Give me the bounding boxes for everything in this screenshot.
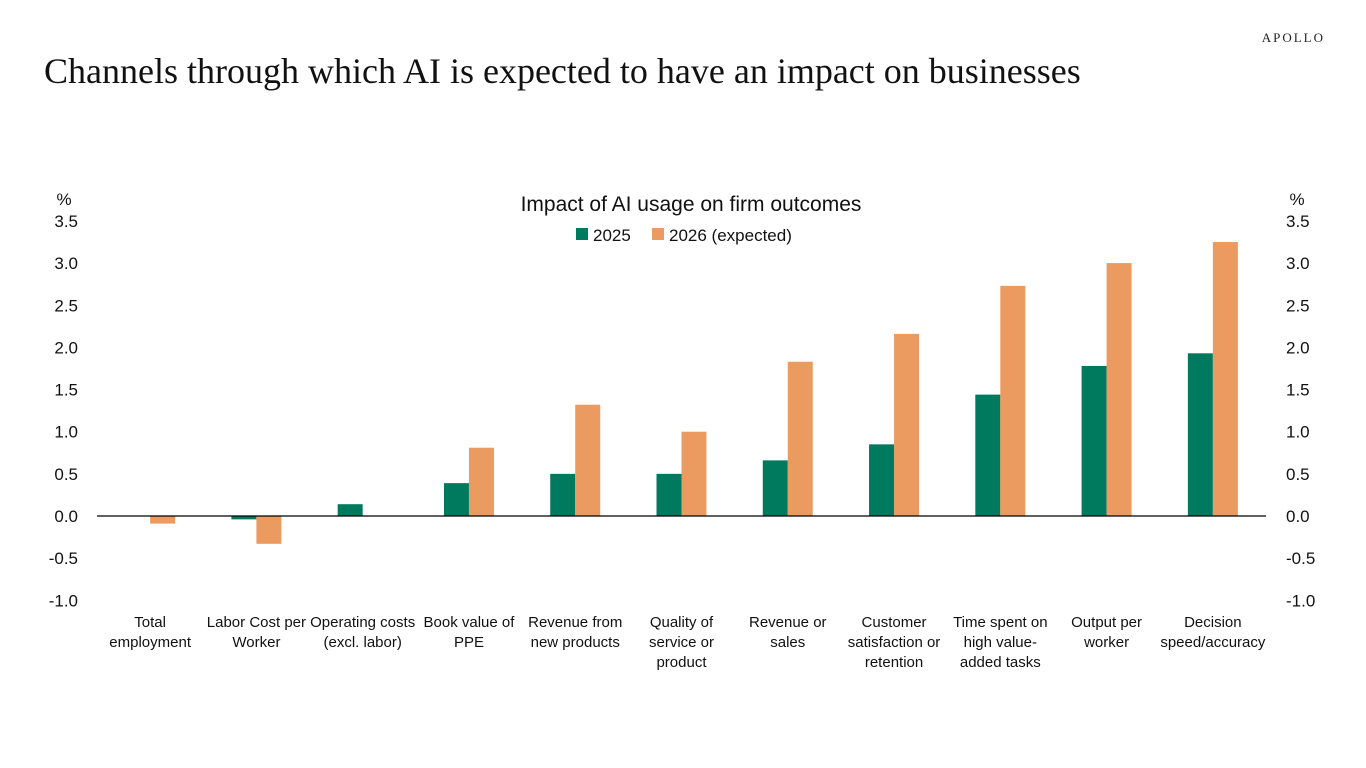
y-tick-right: 3.5 [1286, 212, 1310, 231]
category-label: new products [531, 634, 620, 651]
legend: 2025 2026 (expected) [576, 226, 792, 245]
category-label: retention [865, 654, 923, 671]
category-label: Revenue or [749, 614, 827, 631]
y-tick-left: 3.0 [54, 254, 78, 273]
y-tick-left: 2.5 [54, 296, 78, 315]
category-label: Labor Cost per [207, 614, 306, 631]
apollo-logo: APOLLO [1261, 30, 1325, 45]
bar-2026-9 [1106, 263, 1132, 516]
category-label: speed/accuracy [1160, 634, 1266, 651]
bar-2025-1 [231, 516, 257, 520]
y-tick-right: 0.0 [1286, 507, 1310, 526]
bar-2026-7 [894, 333, 920, 516]
category-label: Decision [1184, 614, 1242, 631]
y-tick-right: 1.5 [1286, 381, 1310, 400]
y-tick-right: -0.5 [1286, 549, 1315, 568]
bar-2026-10 [1212, 242, 1238, 516]
category-label: high value- [964, 634, 1037, 651]
category-label: Revenue from [528, 614, 622, 631]
y-tick-left: 1.5 [54, 381, 78, 400]
bar-2025-10 [1187, 353, 1213, 516]
bar-2025-2 [337, 504, 363, 516]
bar-2025-7 [869, 444, 895, 516]
y-tick-left: -1.0 [49, 591, 78, 610]
category-label: Book value of [424, 614, 516, 631]
bar-2025-8 [975, 394, 1001, 516]
page-title: Channels through which AI is expected to… [44, 51, 1081, 91]
legend-label-1: 2026 (expected) [669, 226, 792, 245]
bar-2025-3 [443, 483, 469, 516]
y-tick-left: 0.5 [54, 465, 78, 484]
bar-2026-3 [468, 447, 494, 516]
y-tick-left: 2.0 [54, 338, 78, 357]
bar-2025-6 [762, 460, 788, 516]
category-label: Output per [1071, 614, 1142, 631]
legend-label-0: 2025 [593, 226, 631, 245]
y-tick-right: -1.0 [1286, 591, 1315, 610]
category-label: satisfaction or [848, 634, 941, 651]
category-label: sales [770, 634, 805, 651]
legend-swatch-1 [652, 228, 664, 240]
chart-title: Impact of AI usage on firm outcomes [521, 193, 862, 216]
category-label: Time spent on [953, 614, 1048, 631]
bar-2026-6 [787, 361, 813, 516]
category-label: Operating costs [310, 614, 415, 631]
category-label: Customer [862, 614, 927, 631]
bar-2026-1 [256, 516, 282, 544]
category-label: (excl. labor) [324, 634, 402, 651]
category-label: worker [1083, 634, 1129, 651]
y-tick-right: 0.5 [1286, 465, 1310, 484]
bar-2025-4 [550, 473, 576, 516]
legend-swatch-0 [576, 228, 588, 240]
y-tick-left: -0.5 [49, 549, 78, 568]
y-tick-left: 3.5 [54, 212, 78, 231]
bar-2026-4 [575, 404, 601, 516]
y-tick-right: 2.5 [1286, 296, 1310, 315]
y-tick-left: 1.0 [54, 423, 78, 442]
y-axis-label-right: % [1289, 190, 1304, 209]
category-label: added tasks [960, 654, 1041, 671]
bar-2026-5 [681, 431, 707, 516]
y-tick-right: 2.0 [1286, 338, 1310, 357]
bar-2025-9 [1081, 365, 1107, 516]
category-label: Worker [232, 634, 280, 651]
y-tick-left: 0.0 [54, 507, 78, 526]
category-label: product [656, 654, 707, 671]
category-label: service or [649, 634, 714, 651]
y-tick-right: 3.0 [1286, 254, 1310, 273]
bar-2025-5 [656, 473, 682, 516]
bar-2026-0 [150, 516, 176, 524]
category-label: PPE [454, 634, 484, 651]
y-axis-label-left: % [56, 190, 71, 209]
category-label: Quality of [650, 614, 714, 631]
bar-2026-8 [1000, 285, 1026, 516]
y-tick-right: 1.0 [1286, 423, 1310, 442]
category-label: Total [134, 614, 166, 631]
category-label: employment [109, 634, 192, 651]
